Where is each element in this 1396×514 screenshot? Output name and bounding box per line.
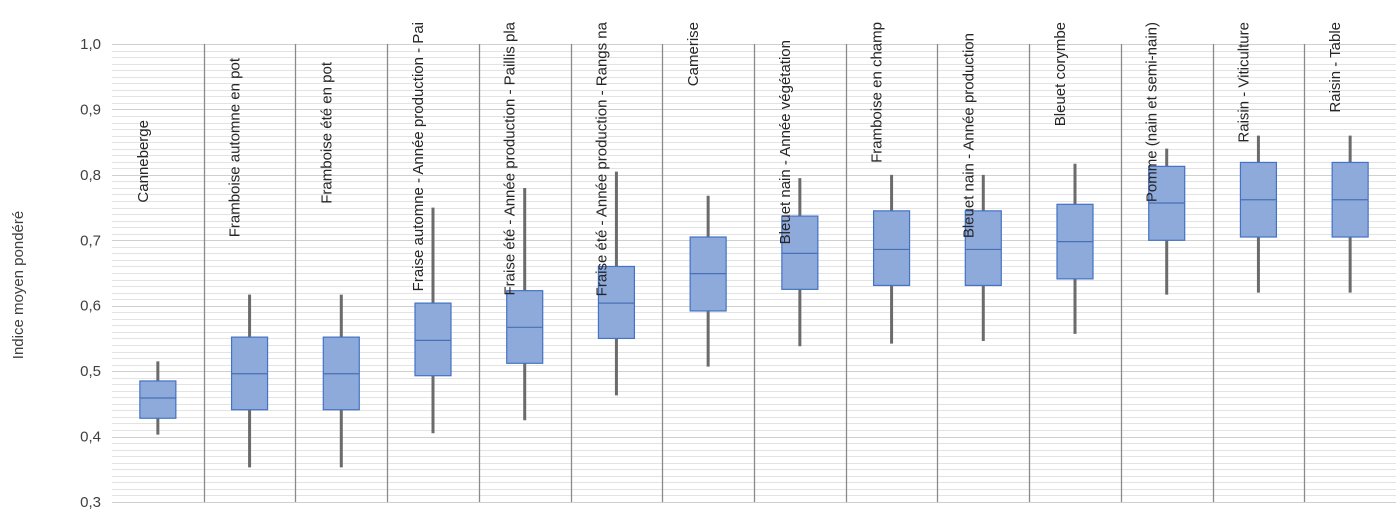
category-label: Canneberge: [135, 120, 152, 203]
category-label: Bleuet nain - Année production: [960, 33, 977, 238]
box: [139, 380, 177, 419]
y-axis-tick-labels: 0,3 0,4 0,5 0,6 0,7 0,8 0,9 1,0: [80, 36, 101, 511]
category-label: Framboise été en pot: [318, 61, 335, 204]
category-labels: Canneberge Framboise automne en pot Frambo…: [135, 21, 1344, 296]
category-label: Bleuet corymbe: [1052, 22, 1069, 126]
y-tick-label: 0,5: [80, 363, 101, 380]
y-tick-label: 0,6: [80, 298, 101, 315]
box: [414, 302, 452, 377]
category-separators: [203, 44, 1306, 502]
box: [781, 215, 819, 290]
box-series: [139, 135, 1369, 468]
y-axis-label: Indice moyen pondéré: [10, 211, 27, 359]
box: [597, 265, 636, 340]
category-label: Framboise en champ: [869, 22, 886, 163]
box: [872, 210, 911, 287]
category-label: Raisin - Table: [1327, 22, 1344, 113]
category-label: Pomme (nain et semi-nain): [1144, 22, 1161, 202]
category-label: Fraise été - Année production - Paillis …: [502, 21, 519, 295]
box: [964, 210, 1002, 287]
category-label: Fraise automne - Année production - Pai: [410, 22, 427, 291]
y-tick-label: 0,7: [80, 232, 101, 249]
y-tick-label: 0,8: [80, 167, 101, 184]
category-label: Raisin - Viticulture: [1235, 22, 1252, 143]
category-label: Fraise été - Année production - Rangs na: [593, 21, 610, 296]
category-label: Camerise: [685, 22, 702, 86]
category-label: Framboise automne en pot: [227, 57, 244, 237]
y-tick-label: 0,9: [80, 101, 101, 118]
category-label: Bleuet nain - Année végétation: [777, 40, 794, 244]
y-tick-label: 1,0: [80, 36, 101, 53]
y-tick-label: 0,4: [80, 429, 101, 446]
y-tick-label: 0,3: [80, 494, 101, 511]
